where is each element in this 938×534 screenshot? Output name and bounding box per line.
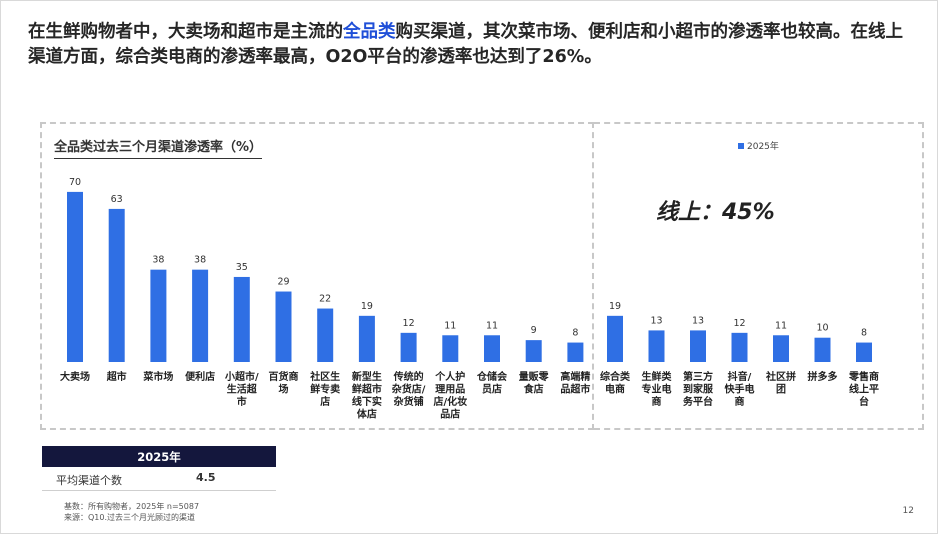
table-row-value: 4.5: [196, 471, 216, 484]
bar-13: [607, 315, 623, 362]
bar-value-label: 11: [444, 320, 456, 331]
bar-9: [442, 335, 459, 362]
legend-swatch: [738, 142, 744, 149]
bar-18: [814, 337, 831, 362]
bar-value-label: 29: [277, 277, 289, 288]
category-label: 小超市/生活超市: [224, 370, 259, 408]
bar-value-label: 12: [403, 318, 415, 329]
category-label: 菜市场: [142, 370, 173, 383]
bar-17: [773, 335, 789, 362]
footnote-source: 来源：Q10.过去三个月光顾过的渠道: [64, 513, 196, 522]
bar-value-label: 13: [650, 315, 662, 326]
chart-title: 全品类过去三个月渠道渗透率（%）: [54, 136, 263, 159]
bar-2: [150, 269, 167, 362]
chart-legend: 2025年: [738, 139, 779, 152]
bar-value-label: 70: [69, 177, 81, 188]
table-row: 平均渠道个数 4.5: [42, 468, 276, 488]
category-label: 仓储会员店: [476, 370, 507, 396]
bar-value-label: 11: [486, 320, 498, 331]
bar-10: [484, 335, 500, 362]
category-label: 量贩零食店: [519, 370, 550, 396]
bar-value-label: 35: [236, 262, 248, 273]
category-label: 社区生鲜专卖店: [309, 370, 340, 408]
bar-1: [108, 208, 125, 362]
bar-12: [567, 342, 584, 362]
bar-6: [317, 308, 334, 362]
category-label: 抖音/快手电商: [724, 370, 755, 408]
bar-3: [192, 269, 209, 362]
bar-value-label: 19: [609, 301, 621, 312]
bar-19: [856, 342, 872, 362]
bar-8: [400, 332, 417, 362]
bar-value-label: 11: [775, 320, 787, 331]
bar-value-label: 22: [319, 294, 331, 305]
category-label: 大卖场: [60, 370, 90, 383]
category-label: 拼多多: [808, 370, 838, 383]
bar-7: [358, 315, 375, 362]
category-label: 个人护理用品店/化妆品店: [433, 370, 467, 421]
category-label: 社区拼团: [765, 370, 796, 396]
category-label: 超市: [106, 370, 127, 383]
online-total-label: 线上：45%: [656, 200, 775, 225]
category-label: 新型生鲜超市线下实体店: [352, 370, 382, 421]
bar-value-label: 38: [194, 255, 206, 266]
bar-11: [525, 340, 542, 362]
table-row-label: 平均渠道个数: [56, 474, 122, 487]
bar-value-label: 12: [733, 318, 745, 329]
category-label: 高端精品超市: [560, 370, 590, 396]
bar-value-label: 19: [361, 301, 373, 312]
bar-value-label: 38: [152, 255, 164, 266]
category-label: 便利店: [185, 370, 215, 383]
bar-value-label: 13: [692, 315, 704, 326]
category-label: 生鲜类专业电商: [642, 370, 672, 408]
bar-14: [648, 330, 665, 362]
page-number: 12: [902, 506, 914, 516]
table-header: 2025年: [42, 446, 276, 467]
bar-5: [275, 291, 292, 362]
category-label: 传统的杂货店/杂货铺: [392, 370, 426, 408]
bar-value-label: 10: [816, 323, 828, 334]
table-divider: [42, 490, 276, 491]
category-label: 第三方到家服务平台: [683, 370, 714, 408]
footnote-base: 基数：所有购物者，2025年 n=5087: [64, 502, 200, 511]
bar-16: [731, 332, 748, 362]
online-panel: [594, 122, 924, 430]
bar-value-label: 63: [111, 194, 123, 205]
offline-panel: [40, 122, 594, 430]
bar-0: [67, 191, 83, 362]
bar-value-label: 8: [861, 328, 867, 339]
category-label: 综合类电商: [600, 370, 630, 396]
bar-value-label: 9: [531, 325, 537, 336]
category-label: 百货商场: [269, 370, 299, 396]
headline-highlight: 全品类: [343, 22, 396, 42]
category-label: 零售商线上平台: [848, 370, 879, 408]
bar-15: [690, 330, 706, 362]
headline: 在生鲜购物者中，大卖场和超市是主流的全品类购买渠道，其次菜市场、便利店和小超市的…: [28, 20, 918, 70]
legend-label: 2025年: [747, 142, 779, 152]
bar-4: [233, 276, 250, 362]
headline-part1: 在生鲜购物者中，大卖场和超市是主流的: [28, 22, 343, 42]
headline-part2: 购买渠道，其次菜市场、便利店和小超市的渗透率也较高。在线上渠道方面，综合类电商的…: [28, 22, 903, 67]
bar-value-label: 8: [572, 328, 578, 339]
